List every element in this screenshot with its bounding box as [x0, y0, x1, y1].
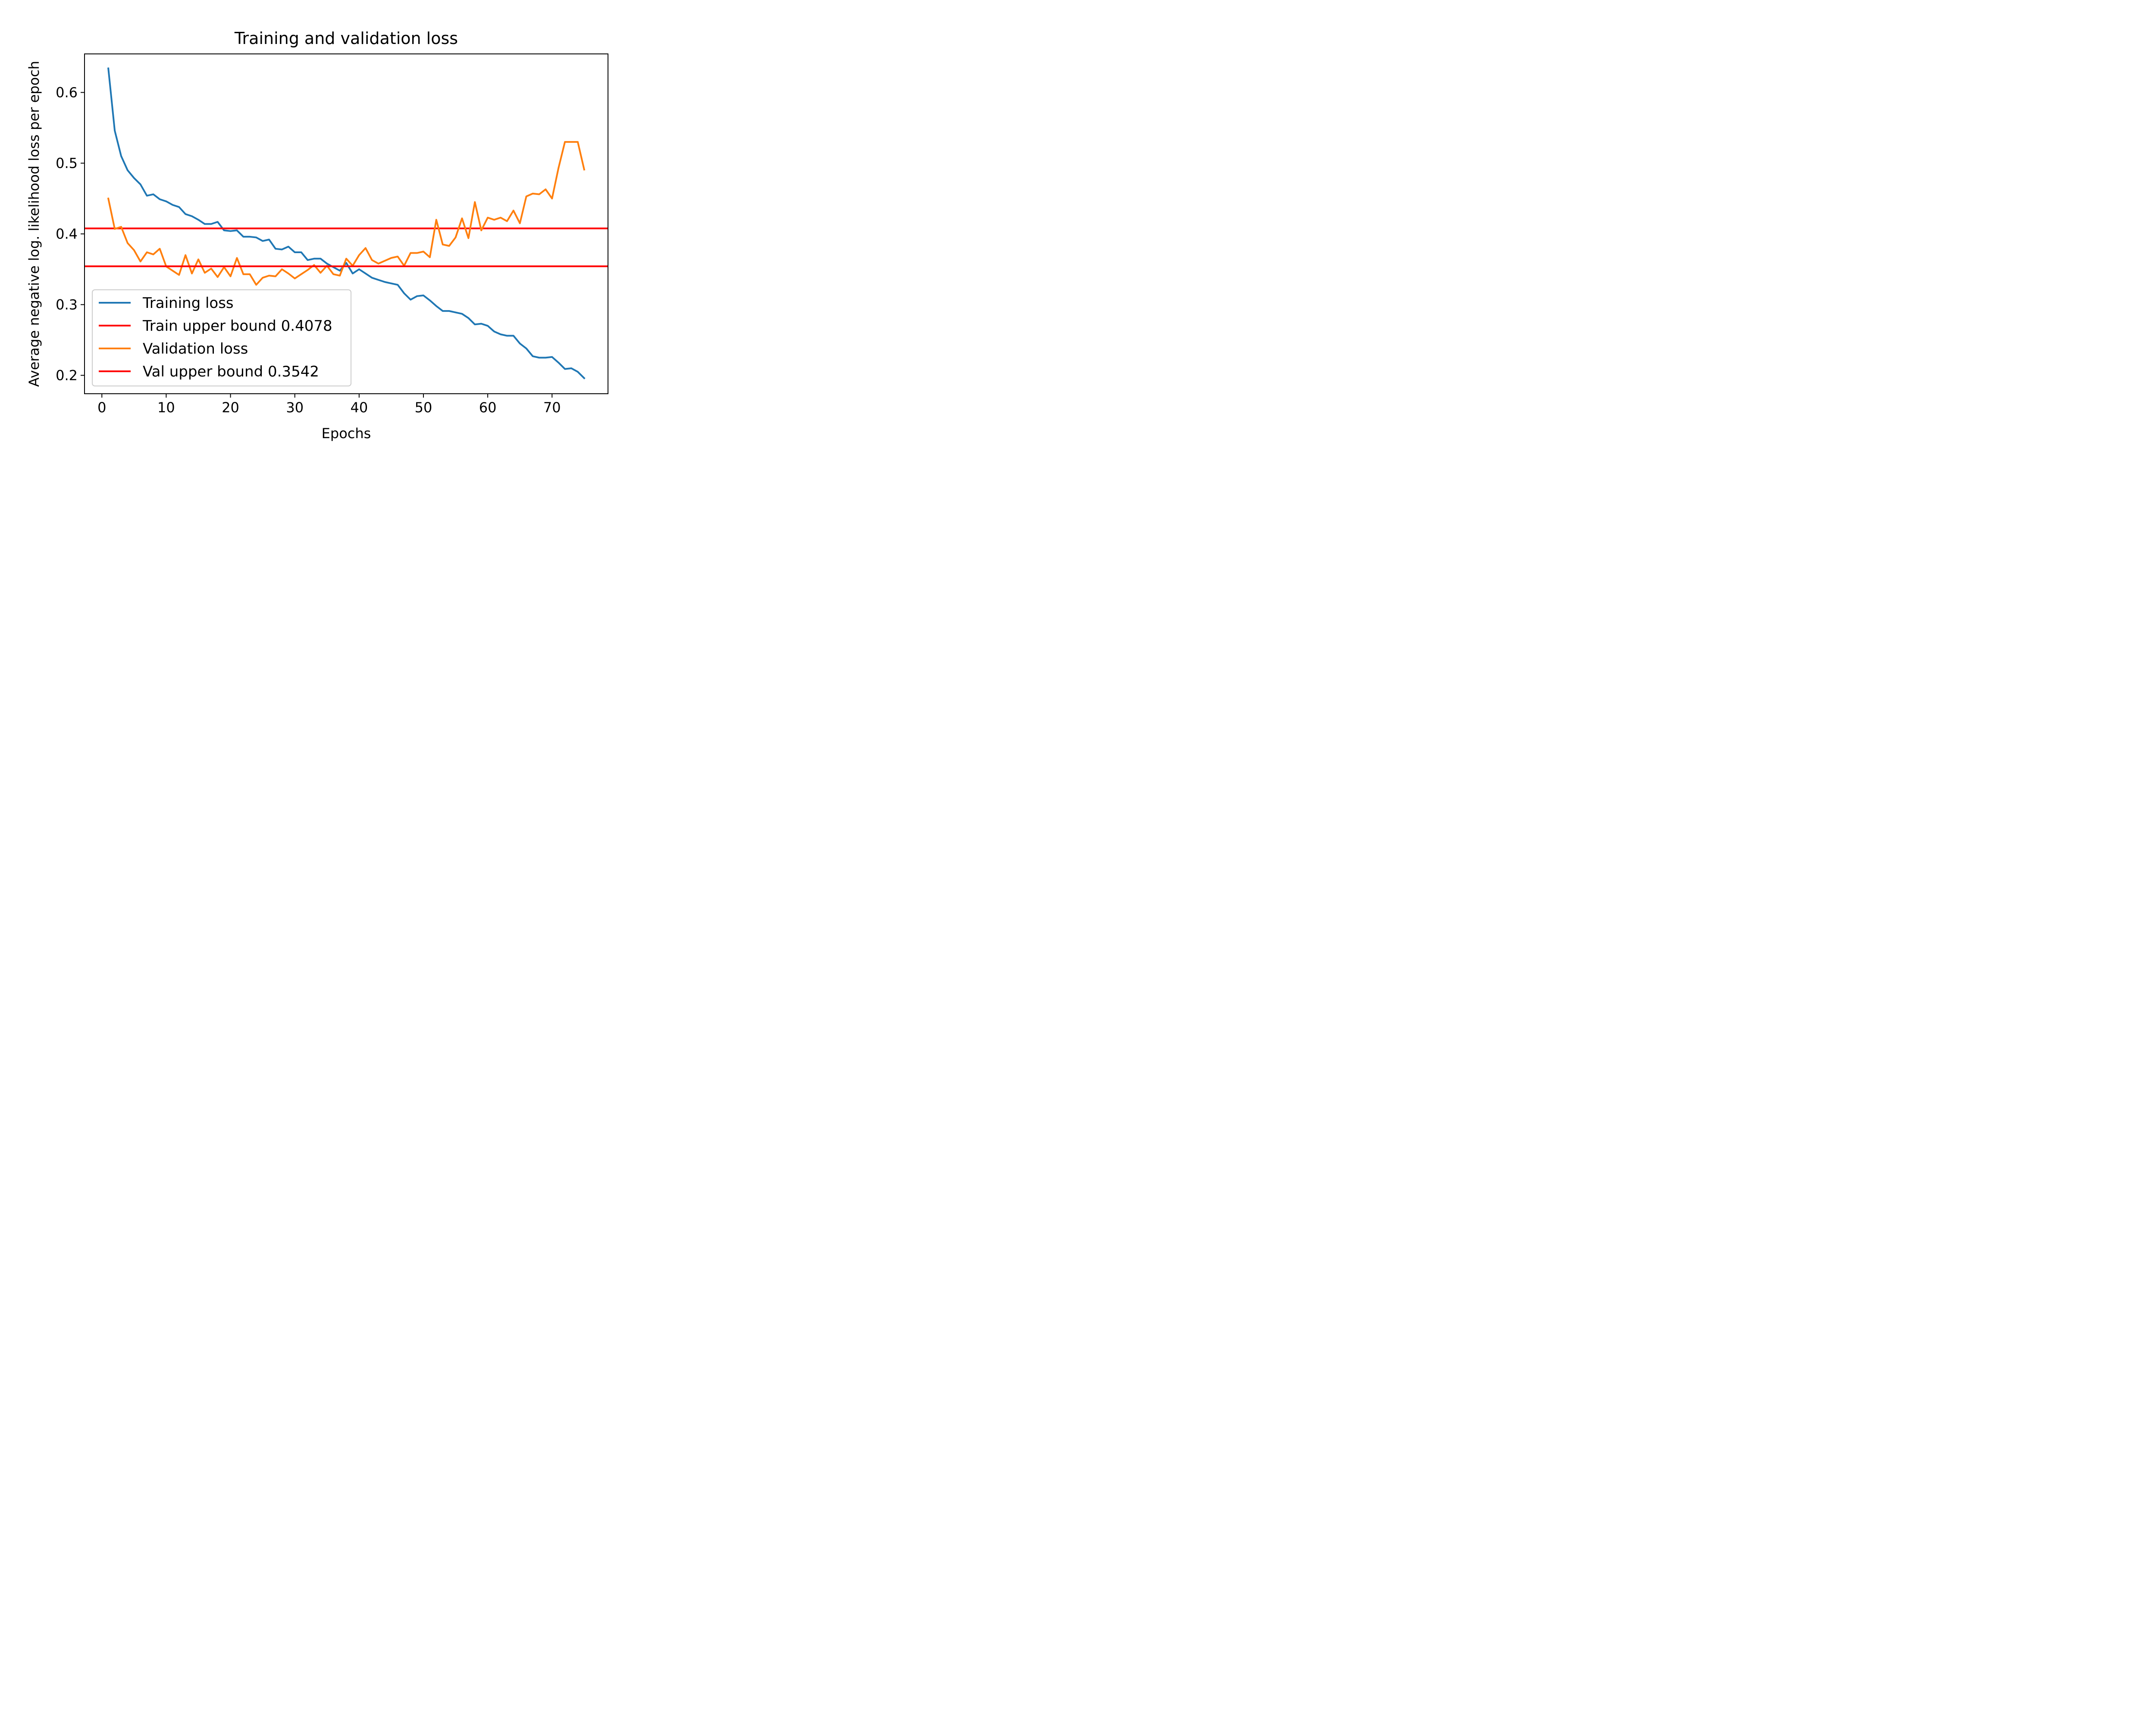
legend-label: Validation loss	[143, 340, 248, 358]
y-tick-label: 0.3	[56, 296, 78, 313]
y-axis-label: Average negative log. likelihood loss pe…	[26, 61, 42, 387]
series-layer	[85, 67, 608, 380]
y-tick-label: 0.4	[56, 226, 78, 242]
x-tick-label: 50	[415, 399, 432, 416]
series-line-0	[107, 67, 586, 380]
legend-label: Train upper bound 0.4078	[142, 317, 332, 335]
x-tick-label: 0	[97, 399, 106, 416]
plot-frame	[84, 53, 608, 394]
legend: Training loss Train upper bound 0.4078 Val…	[92, 289, 351, 386]
x-tick-label: 10	[157, 399, 175, 416]
y-axis: 0.2 0.3 0.4 0.5 0.6	[56, 84, 85, 383]
chart-title: Training and validation loss	[234, 29, 458, 48]
x-tick-label: 40	[350, 399, 368, 416]
y-tick-label: 0.2	[56, 367, 78, 383]
x-tick-label: 30	[286, 399, 304, 416]
y-tick-label: 0.6	[56, 84, 78, 100]
x-tick-label: 60	[479, 399, 497, 416]
line-chart: Training and validation loss 0 10 20 30 40 50…	[0, 0, 666, 448]
x-axis-label: Epochs	[322, 425, 371, 442]
series-line-2	[107, 141, 586, 286]
legend-label: Training loss	[142, 295, 234, 312]
y-tick-label: 0.5	[56, 155, 78, 171]
x-axis: 0 10 20 30 40 50 60 70	[97, 394, 561, 416]
chart-figure: Training and validation loss 0 10 20 30 40 50…	[0, 0, 666, 448]
x-tick-label: 70	[543, 399, 561, 416]
legend-label: Val upper bound 0.3542	[143, 363, 319, 380]
x-tick-label: 20	[222, 399, 239, 416]
legend-box	[92, 289, 351, 386]
